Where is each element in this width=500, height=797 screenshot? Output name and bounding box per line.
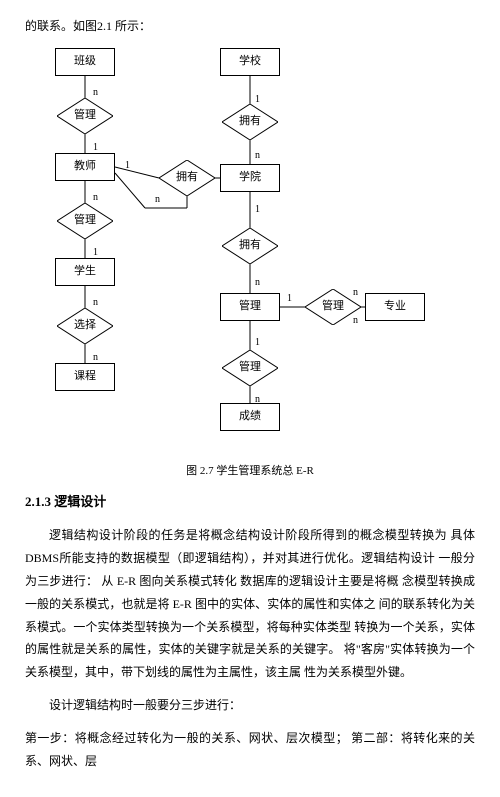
relation-d_manage1: 管理: [57, 98, 113, 134]
cardinality-8: 1: [255, 200, 260, 219]
relation-d_own2: 拥有: [222, 104, 278, 140]
entity-student: 学生: [55, 258, 115, 286]
entity-score: 成绩: [220, 403, 280, 431]
figure-caption: 图 2.7 学生管理系统总 E-R: [25, 461, 475, 482]
cardinality-0: n: [93, 83, 98, 102]
cardinality-13: n: [353, 283, 358, 302]
cardinality-16: n: [255, 390, 260, 409]
entity-college: 学院: [220, 164, 280, 192]
entity-school: 学校: [220, 48, 280, 76]
paragraph-3: 第一步：将概念经过转化为一般的关系、网状、层次模型； 第二部：将转化来的关系、网…: [25, 727, 475, 773]
entity-major: 专业: [365, 293, 425, 321]
cardinality-5: n: [155, 190, 160, 209]
entity-manage_e: 管理: [220, 293, 280, 321]
entity-class: 班级: [55, 48, 115, 76]
relation-d_manage4: 管理: [222, 350, 278, 386]
cardinality-12: 1: [287, 289, 292, 308]
entity-teacher: 教师: [55, 153, 115, 181]
paragraph-2: 设计逻辑结构时一般要分三步进行：: [25, 694, 475, 717]
cardinality-11: n: [93, 348, 98, 367]
section-heading: 2.1.3 逻辑设计: [25, 490, 475, 515]
cardinality-10: n: [93, 293, 98, 312]
relation-d_own1: 拥有: [159, 160, 215, 196]
cardinality-3: 1: [93, 243, 98, 262]
cardinality-2: n: [93, 188, 98, 207]
cardinality-4: 1: [125, 156, 130, 175]
relation-d_select: 选择: [57, 308, 113, 344]
relation-d_manage2: 管理: [57, 203, 113, 239]
cardinality-9: n: [255, 273, 260, 292]
paragraph-1: 逻辑结构设计阶段的任务是将概念结构设计阶段所得到的概念模型转换为 具体DBMS所…: [25, 524, 475, 684]
relation-d_own3: 拥有: [222, 228, 278, 264]
er-diagram: 班级学校教师学院学生专业管理课程成绩 管理拥有拥有管理拥有管理选择管理 n1n1…: [25, 38, 475, 458]
cardinality-7: n: [255, 146, 260, 165]
cardinality-1: 1: [93, 138, 98, 157]
cardinality-6: 1: [255, 90, 260, 109]
cardinality-15: 1: [255, 333, 260, 352]
cardinality-14: n: [353, 311, 358, 330]
top-text: 的联系。如图2.1 所示：: [25, 15, 475, 38]
entity-course: 课程: [55, 363, 115, 391]
